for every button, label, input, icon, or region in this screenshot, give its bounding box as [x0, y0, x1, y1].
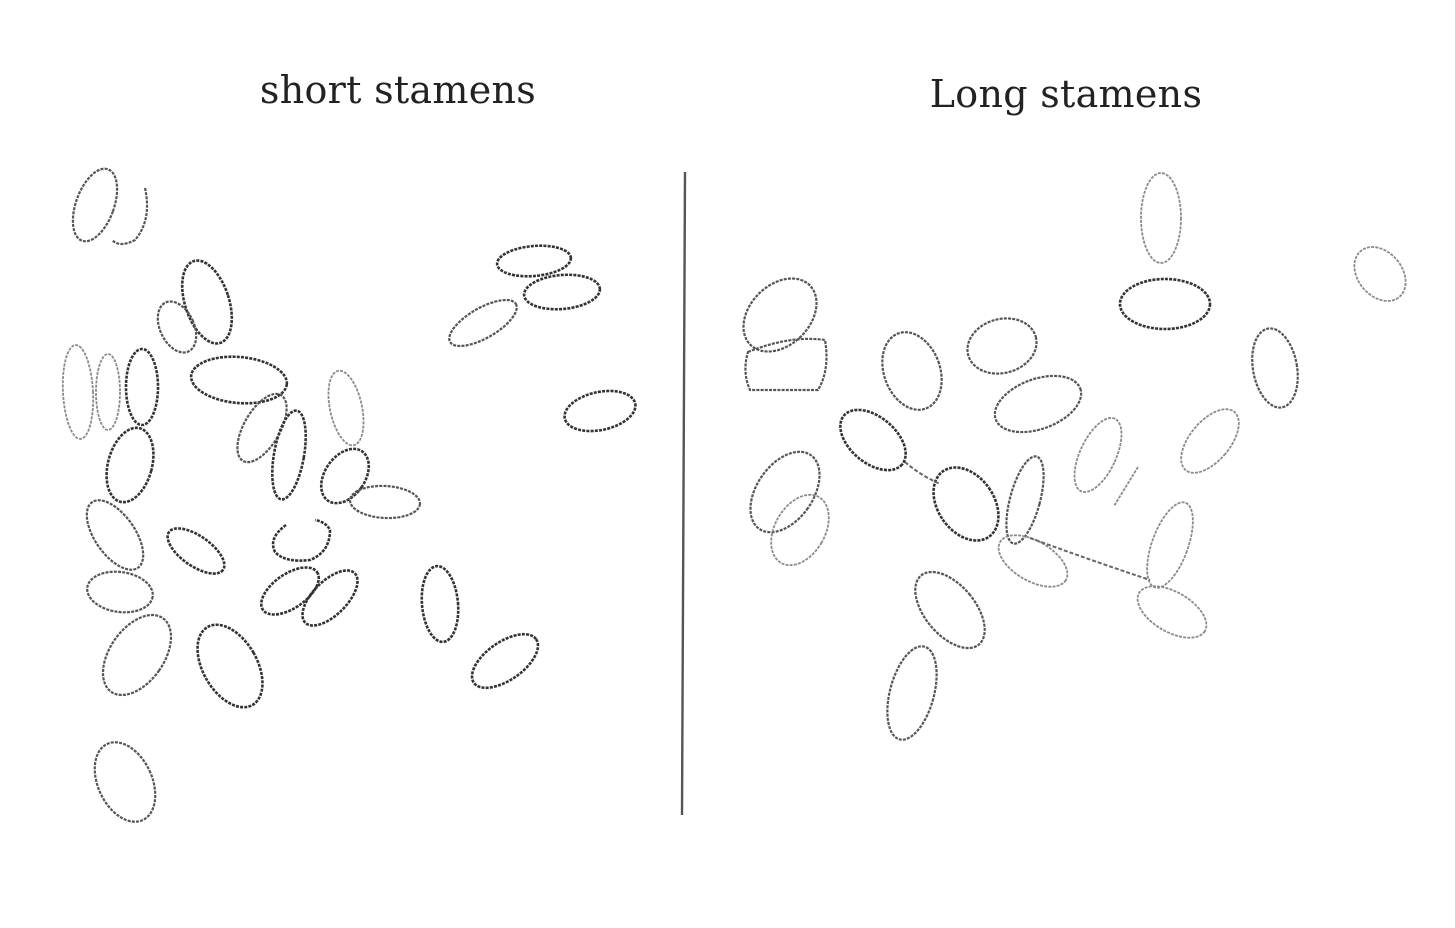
pollen-grain — [111, 187, 149, 246]
pollen-grain — [196, 623, 264, 709]
panel-divider — [680, 171, 687, 816]
pollen-grain — [1353, 246, 1407, 302]
pollen-grain — [932, 466, 1000, 542]
pollen-grain — [1146, 501, 1194, 589]
pollen-grain — [1113, 466, 1139, 507]
pollen-grain — [259, 566, 321, 616]
pollen-grain — [881, 331, 943, 411]
panel-title-short-stamens: short stamens — [259, 68, 537, 112]
pollen-grain — [744, 337, 828, 392]
pollen-grain — [420, 564, 460, 644]
pollen-grain — [180, 259, 234, 345]
pollen-grain — [495, 244, 573, 278]
pollen-grain — [156, 300, 198, 354]
pollen-grain — [101, 613, 173, 697]
pollen-grain — [1073, 417, 1123, 493]
pollen-grain — [301, 569, 359, 627]
pollen-grain — [522, 273, 602, 311]
pollen-grain — [993, 374, 1083, 434]
pollen-grain — [966, 317, 1038, 375]
pollen-grain — [742, 277, 818, 353]
pollen-grain — [189, 355, 289, 405]
pollen-grain — [348, 484, 422, 520]
pollen-grain — [327, 369, 365, 447]
pollen-grain — [770, 493, 830, 567]
pollen-grain — [1118, 277, 1212, 331]
pollen-grain — [166, 527, 226, 575]
pollen-grain — [271, 518, 332, 562]
pollen-grain — [997, 534, 1069, 588]
pollen-grain — [71, 167, 119, 243]
pollen-grain — [470, 632, 540, 690]
pollen-grain — [839, 408, 907, 472]
pollen-grain — [85, 499, 145, 571]
pollen-grain — [1140, 172, 1182, 264]
pollen-grain — [319, 447, 371, 505]
short-stamens-pollen-group — [61, 167, 637, 823]
pollen-tube — [904, 461, 941, 485]
pollen-grain — [95, 353, 121, 431]
pollen-grain — [61, 344, 95, 440]
pollen-grain — [86, 570, 154, 614]
pollen-grain — [1005, 455, 1045, 545]
pollen-grain — [270, 409, 308, 501]
pollen-grain — [93, 741, 157, 823]
pollen-grain — [749, 450, 821, 534]
pollen-grain — [124, 347, 160, 427]
pollen-tube — [1029, 537, 1151, 581]
pollen-grain — [448, 298, 518, 348]
pollen-grain — [914, 570, 986, 650]
pollen-grain — [1180, 408, 1240, 474]
pollen-grain — [1251, 327, 1299, 409]
pollen-grain — [886, 645, 938, 741]
long-stamens-pollen-group — [742, 172, 1407, 741]
pollen-grain — [236, 392, 288, 464]
panel-title-long-stamens: Long stamens — [929, 72, 1203, 116]
pollen-grain — [1136, 585, 1208, 639]
pollen-grain — [105, 426, 155, 504]
pollen-grain — [563, 389, 637, 433]
